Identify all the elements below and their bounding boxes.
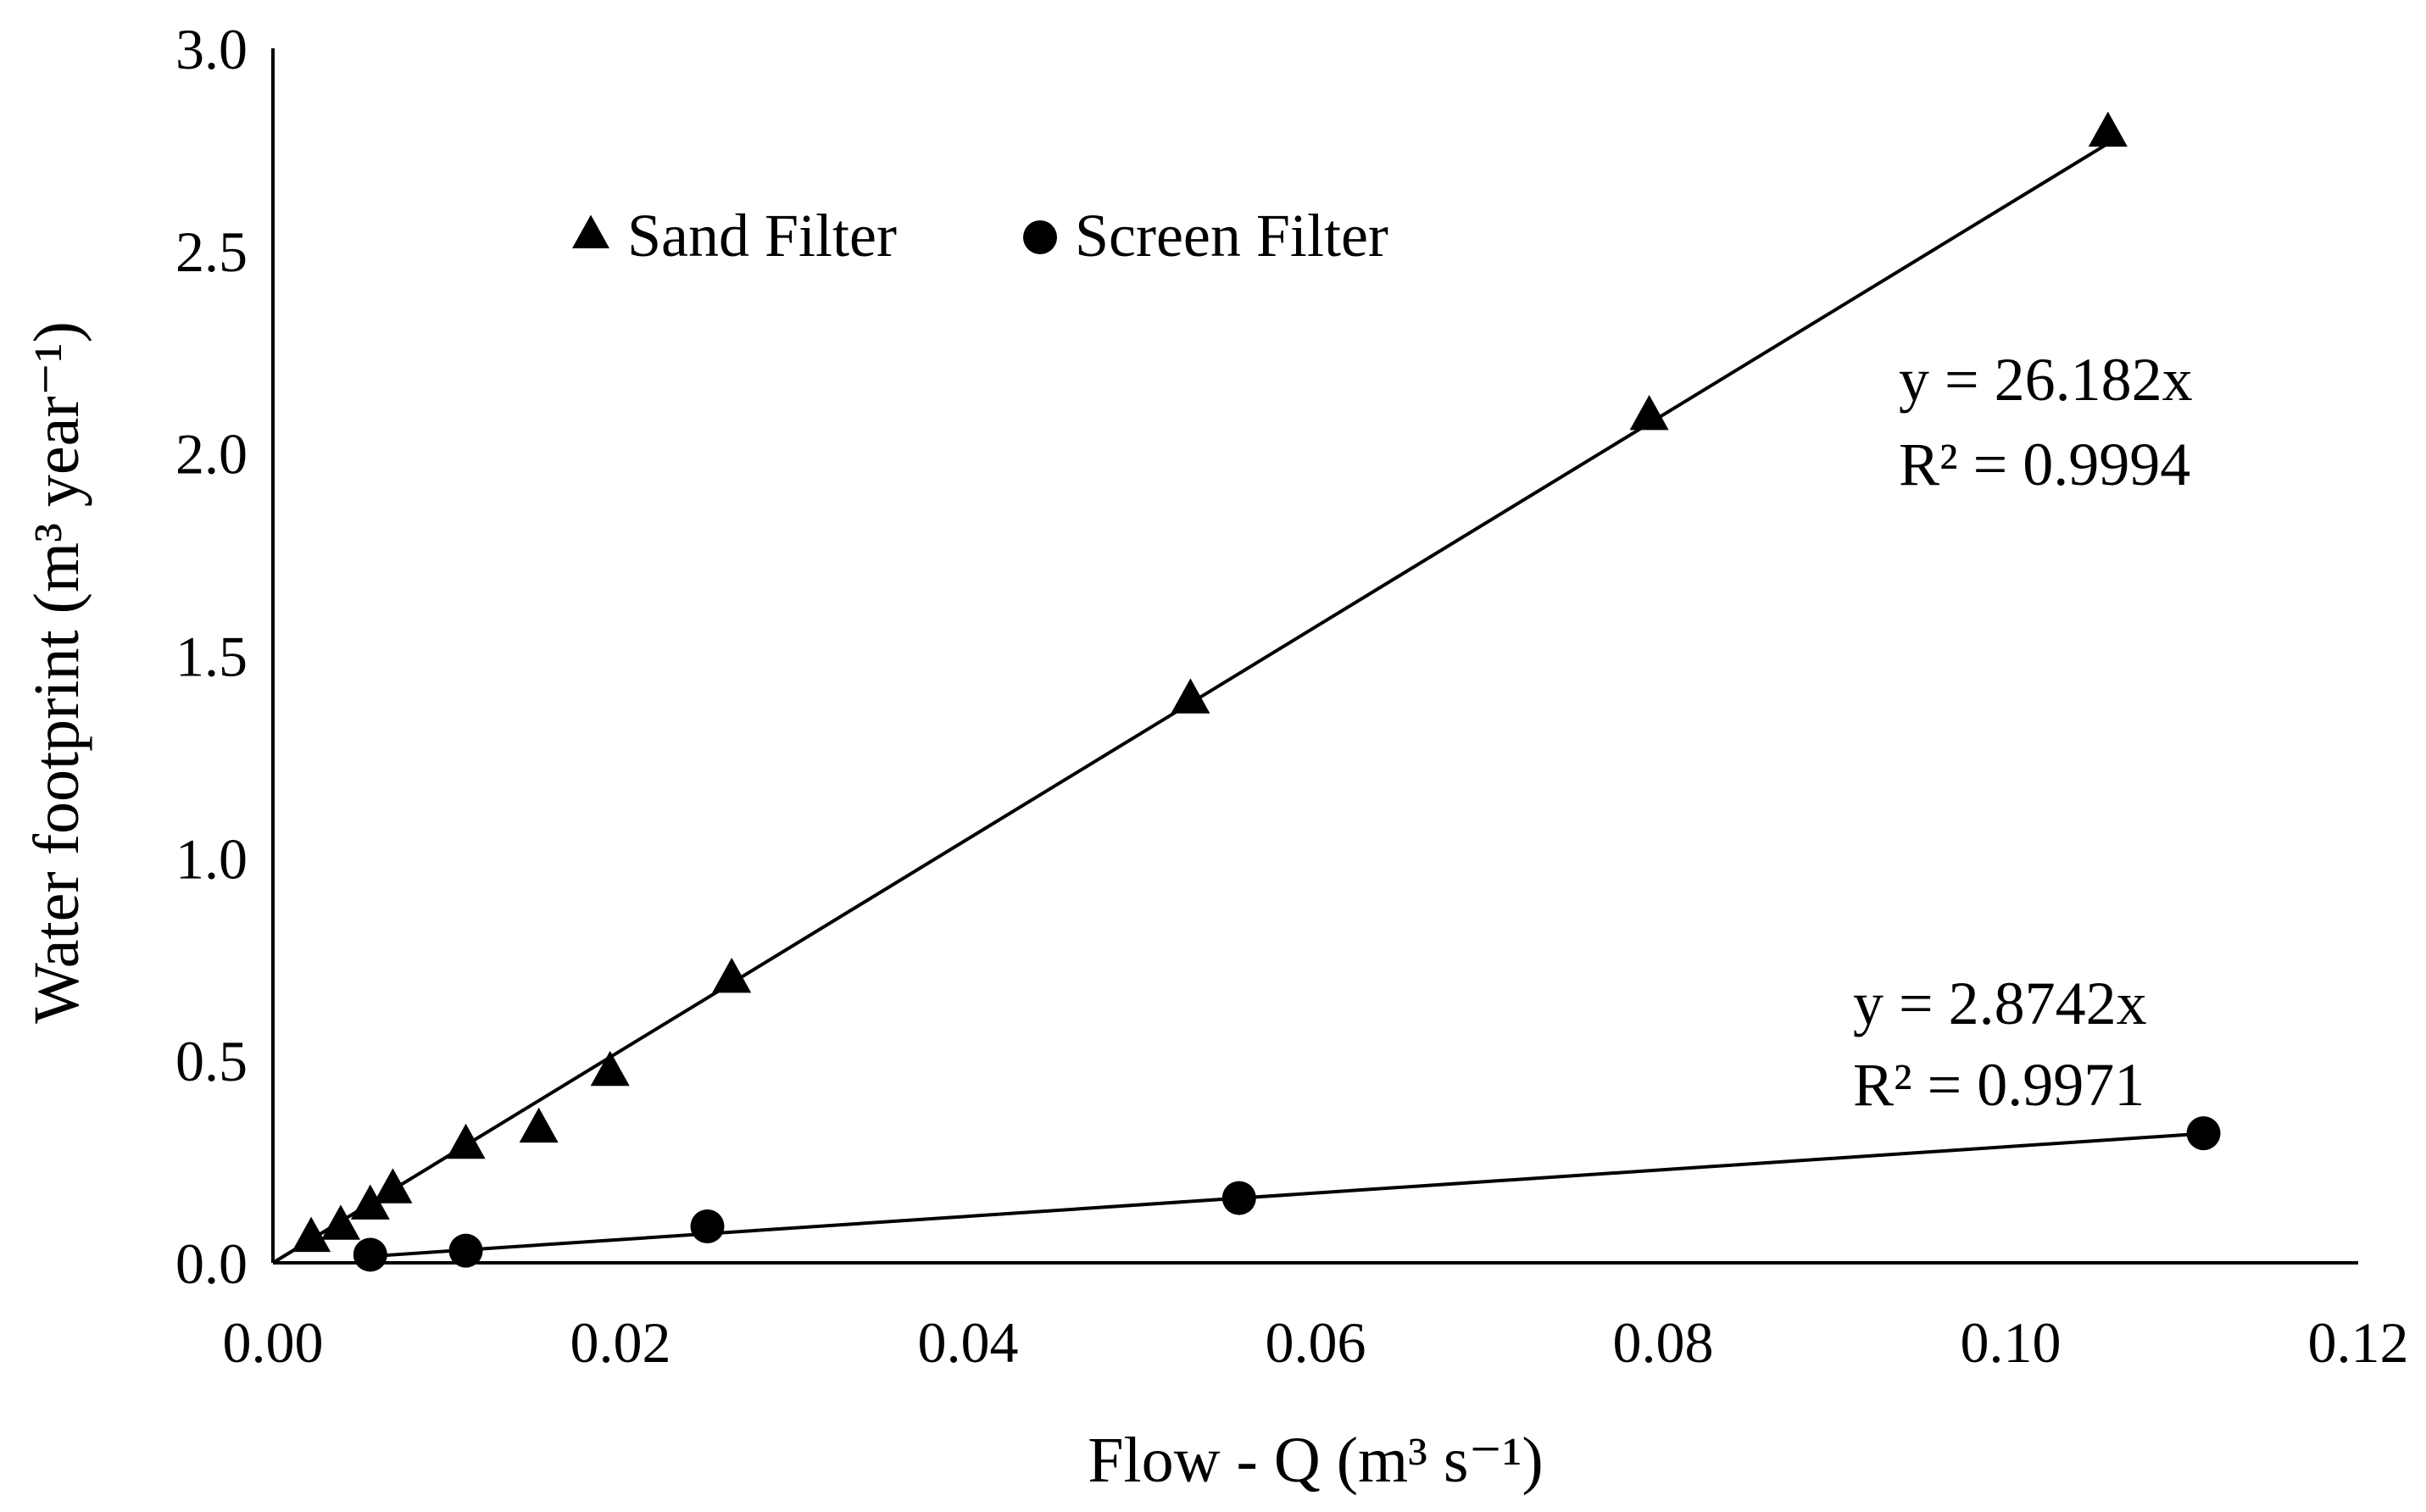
x-tick-label: 0.00 (223, 1310, 324, 1375)
legend-screen-filter-marker (1023, 220, 1057, 254)
chart-text: 0.00 0.02 0.04 0.06 0.08 0.10 0.12 0.0 0.5 1.0 1.5… (21, 17, 2409, 1496)
sand-filter-point (519, 1107, 559, 1143)
y-tick-label: 0.0 (175, 1231, 248, 1296)
x-tick-label: 0.10 (1961, 1310, 2062, 1375)
sand-filter-point (1629, 395, 1669, 431)
screen-filter-point (448, 1233, 483, 1268)
x-tick-label: 0.08 (1613, 1310, 1714, 1375)
sand-filter-r2: R² = 0.9994 (1899, 431, 2190, 498)
screen-filter-equation: y = 2.8742x (1853, 970, 2147, 1037)
screen-filter-point (690, 1209, 725, 1244)
y-tick-label: 2.5 (175, 220, 248, 284)
sand-filter-point (373, 1168, 413, 1203)
sand-filter-point (350, 1184, 390, 1220)
y-tick-label: 3.0 (175, 17, 248, 81)
screen-filter-trendline (370, 1131, 2204, 1259)
x-tick-label: 0.02 (570, 1310, 671, 1375)
sand-filter-point (446, 1123, 486, 1159)
sand-filter-point (320, 1204, 360, 1240)
y-axis-title: Water footprint (m³ year⁻¹) (21, 321, 92, 1024)
y-tick-label: 1.5 (175, 625, 248, 689)
x-tick-label: 0.12 (2308, 1310, 2409, 1375)
legend: Sand Filter Screen Filter (572, 202, 1388, 270)
sand-filter-point (2088, 111, 2128, 147)
y-tick-label: 2.0 (175, 422, 248, 486)
sand-filter-equation: y = 26.182x (1899, 346, 2193, 414)
screen-filter-point (2186, 1116, 2221, 1151)
legend-sand-filter-marker (572, 214, 609, 249)
sand-filter-point (712, 957, 752, 993)
y-tick-label: 0.5 (175, 1029, 248, 1093)
screen-filter-point (1221, 1181, 1256, 1215)
sand-filter-point (292, 1216, 331, 1253)
x-tick-label: 0.06 (1266, 1310, 1366, 1375)
legend-screen-filter-label: Screen Filter (1075, 202, 1388, 270)
x-tick-label: 0.04 (918, 1310, 1019, 1375)
screen-filter-point (353, 1237, 387, 1272)
x-axis-title: Flow - Q (m³ s⁻¹) (1088, 1425, 1543, 1496)
y-tick-label: 1.0 (175, 826, 248, 891)
sand-filter-point (1171, 678, 1210, 714)
legend-sand-filter-label: Sand Filter (627, 202, 897, 270)
screen-filter-r2: R² = 0.9971 (1853, 1051, 2145, 1119)
data-points (292, 111, 2221, 1272)
axes (271, 48, 2358, 1265)
sand-filter-point (590, 1050, 630, 1087)
